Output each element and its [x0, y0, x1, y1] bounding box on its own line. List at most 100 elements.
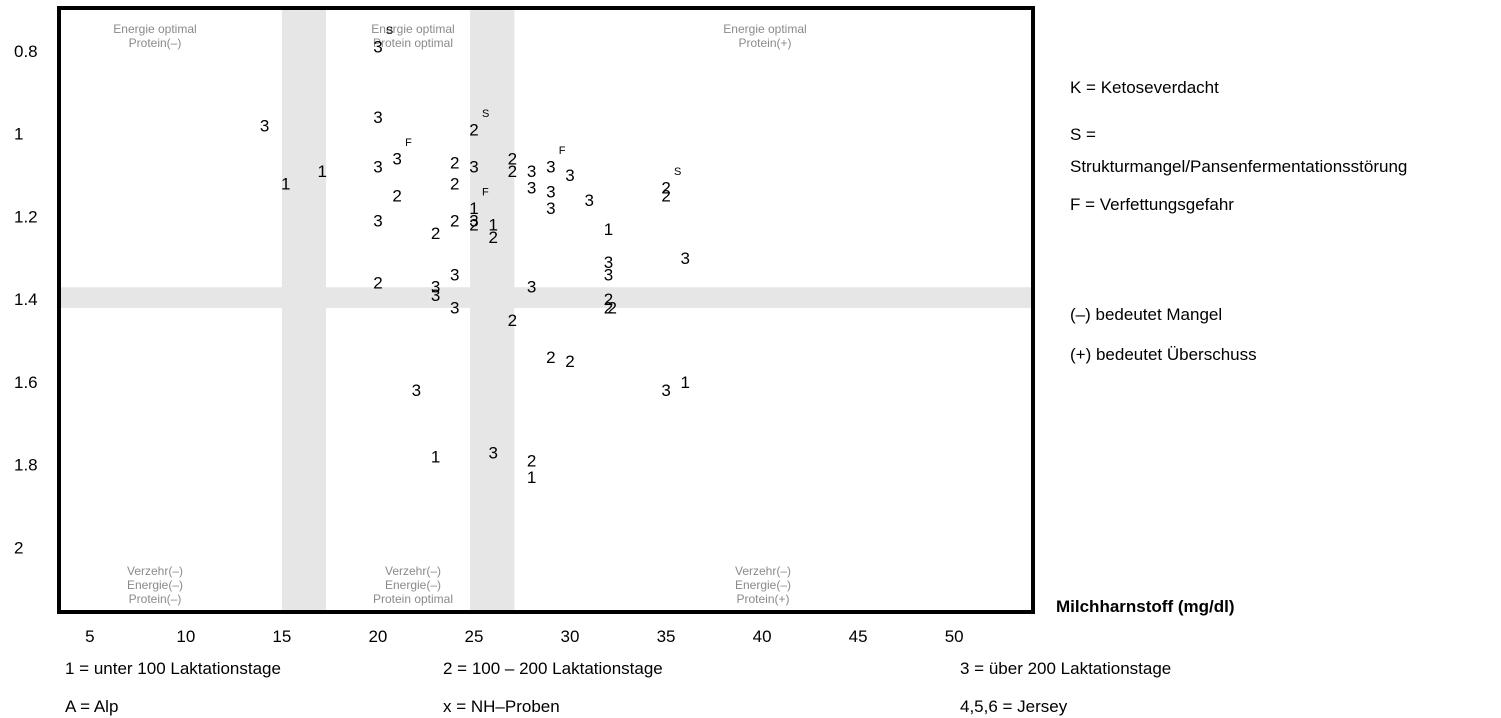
data-point: 1: [281, 174, 290, 193]
zone-text: Energie optimal: [371, 22, 454, 36]
data-point: 3: [373, 108, 382, 127]
data-point: 3: [450, 265, 459, 284]
x-tick-label: 20: [368, 627, 387, 646]
optimal-bands: [61, 10, 1031, 610]
zone-text: Protein(–): [129, 592, 182, 606]
data-point: 1: [488, 216, 497, 235]
legend-item: 4,5,6 = Jersey: [960, 697, 1068, 716]
data-point: 3: [546, 183, 555, 202]
zone-text: Energie(–): [385, 578, 441, 592]
data-point: 3: [584, 191, 593, 210]
x-tick-label: 35: [657, 627, 676, 646]
data-point: 2: [450, 174, 459, 193]
optimal-band-y: [61, 287, 1031, 308]
data-point: 2: [604, 290, 613, 309]
x-tick-label: 25: [465, 627, 484, 646]
data-point: 3: [431, 278, 440, 297]
legend-item: 3 = über 200 Laktationstage: [960, 659, 1171, 678]
legend-item: F = Verfettungsgefahr: [1070, 195, 1234, 214]
data-point: 3: [373, 158, 382, 177]
zone-text: Energie optimal: [723, 22, 806, 36]
data-point: 1: [681, 373, 690, 392]
data-point: 3: [450, 298, 459, 317]
data-point: 1: [527, 468, 536, 487]
data-point: 3: [392, 149, 401, 168]
legend-bottom: 1 = unter 100 Laktationstage 2 = 100 – 2…: [65, 659, 1171, 716]
data-point: 2: [508, 162, 517, 181]
x-axis-label: Milchharnstoff (mg/dl): [1056, 597, 1234, 616]
data-point: 3: [527, 162, 536, 181]
data-point: 3: [260, 116, 269, 135]
zone-text: Protein(+): [736, 592, 789, 606]
y-tick-label: 0.8: [14, 42, 38, 61]
y-tick-labels: 0.8 1 1.2 1.4 1.6 1.8 2: [14, 42, 38, 558]
data-point: 3: [661, 381, 670, 400]
data-point: 1: [469, 199, 478, 218]
data-point: 2: [565, 352, 574, 371]
point-flag: S: [386, 25, 393, 37]
x-tick-label: 15: [272, 627, 291, 646]
point-flag: F: [405, 137, 412, 149]
zone-text: Energie(–): [735, 578, 791, 592]
legend-item: A = Alp: [65, 697, 118, 716]
data-point: 3: [412, 381, 421, 400]
point-flag: S: [482, 108, 489, 120]
x-tick-label: 5: [85, 627, 94, 646]
data-point: 2: [661, 178, 670, 197]
legend-item: (–) bedeutet Mangel: [1070, 305, 1222, 324]
zone-bottom-right: Verzehr(–) Energie(–) Protein(+): [735, 564, 791, 606]
data-point: 1: [431, 447, 440, 466]
data-point: 1: [317, 162, 326, 181]
data-point: 3: [373, 38, 382, 57]
data-point: 2: [450, 154, 459, 173]
data-point: 3: [604, 253, 613, 272]
legend-item: 1 = unter 100 Laktationstage: [65, 659, 281, 678]
zone-top-right: Energie optimal Protein(+): [723, 22, 806, 50]
x-tick-label: 10: [176, 627, 195, 646]
x-tick-label: 40: [753, 627, 772, 646]
data-point: 2: [604, 298, 613, 317]
data-point: 3: [373, 212, 382, 231]
x-tick-labels: 5 10 15 20 25 30 35 40 45 50: [85, 627, 964, 646]
data-point: 3: [469, 158, 478, 177]
y-tick-label: 1.4: [14, 290, 38, 309]
data-point: 2: [373, 274, 382, 293]
data-point: 3: [546, 158, 555, 177]
point-flag: F: [559, 145, 566, 157]
y-tick-label: 2: [14, 538, 23, 557]
optimal-band-x: [470, 10, 515, 610]
data-point: 2: [508, 149, 517, 168]
zone-text: Energie(–): [127, 578, 183, 592]
zone-top-left: Energie optimal Protein(–): [113, 22, 196, 50]
zone-text: Verzehr(–): [735, 564, 791, 578]
zone-text: Energie optimal: [113, 22, 196, 36]
legend-item: K = Ketoseverdacht: [1070, 78, 1219, 97]
legend-item: x = NH–Proben: [443, 697, 560, 716]
data-point: 3: [431, 286, 440, 305]
legend-item: 2 = 100 – 200 Laktationstage: [443, 659, 663, 678]
legend-item: Strukturmangel/Pansenfermentationsstörun…: [1070, 157, 1407, 176]
data-point: 2: [508, 311, 517, 330]
data-point: 3: [527, 178, 536, 197]
point-flag: F: [482, 187, 489, 199]
zone-text: Verzehr(–): [385, 564, 441, 578]
y-tick-label: 1.2: [14, 207, 38, 226]
zone-top-mid: Energie optimal Protein optimal: [371, 22, 454, 50]
legend-item: S =: [1070, 125, 1096, 144]
zone-text: Protein(+): [738, 36, 791, 50]
data-point: 2: [431, 224, 440, 243]
data-point: 2: [488, 228, 497, 247]
data-point: 2: [450, 212, 459, 231]
data-point: 3: [546, 199, 555, 218]
data-point: 3: [604, 265, 613, 284]
optimal-band-x: [281, 10, 327, 610]
data-point: 2: [469, 216, 478, 235]
plot-frame: [57, 6, 1035, 614]
zone-text: Protein(–): [129, 36, 182, 50]
zone-bottom-mid: Verzehr(–) Energie(–) Protein optimal: [373, 564, 453, 606]
zone-bottom-left: Verzehr(–) Energie(–) Protein(–): [127, 564, 183, 606]
data-point: 1: [604, 220, 613, 239]
zone-text: Verzehr(–): [127, 564, 183, 578]
